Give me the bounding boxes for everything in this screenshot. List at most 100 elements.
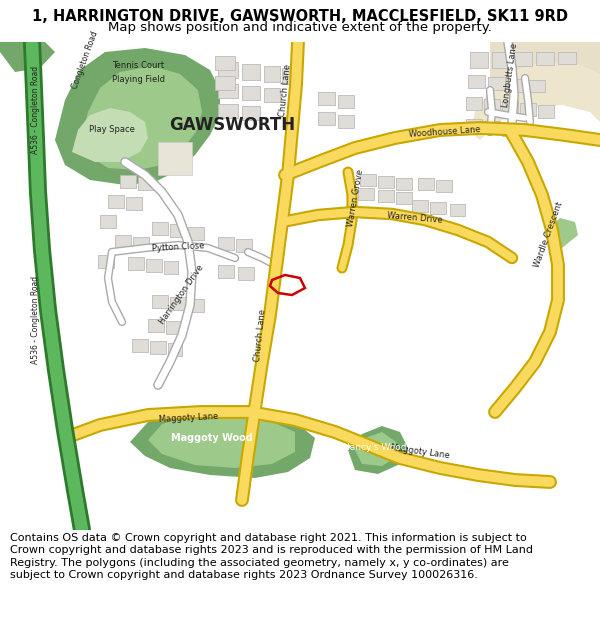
Polygon shape [150, 341, 166, 354]
Text: Play Space: Play Space [89, 126, 135, 134]
Text: Woodhouse Lane: Woodhouse Lane [409, 125, 481, 139]
Text: Nancy's Wood: Nancy's Wood [343, 444, 407, 452]
Polygon shape [468, 75, 485, 88]
Polygon shape [238, 267, 254, 280]
Text: Pytton Close: Pytton Close [151, 241, 205, 253]
Text: Warren Drive: Warren Drive [387, 211, 443, 225]
Polygon shape [128, 257, 144, 270]
Text: Maggoty Lane: Maggoty Lane [390, 443, 450, 461]
Polygon shape [215, 56, 235, 70]
Text: A536 - Congleton Road: A536 - Congleton Road [31, 276, 41, 364]
Polygon shape [170, 224, 186, 237]
Polygon shape [168, 343, 182, 356]
Polygon shape [108, 195, 124, 208]
Polygon shape [55, 48, 220, 185]
Text: Harrington Drive: Harrington Drive [158, 264, 206, 326]
Polygon shape [466, 97, 482, 110]
Polygon shape [218, 84, 238, 98]
Polygon shape [80, 66, 202, 170]
Polygon shape [514, 52, 532, 66]
Polygon shape [484, 121, 500, 134]
Text: Maggoty Wood: Maggoty Wood [171, 433, 253, 443]
Text: Church Lane: Church Lane [278, 63, 292, 117]
Polygon shape [264, 88, 280, 102]
Polygon shape [120, 175, 136, 188]
Polygon shape [536, 52, 554, 65]
Text: Playing Field: Playing Field [112, 76, 164, 84]
Polygon shape [412, 200, 428, 212]
Text: Contains OS data © Crown copyright and database right 2021. This information is : Contains OS data © Crown copyright and d… [10, 533, 533, 580]
Polygon shape [502, 101, 518, 114]
Polygon shape [218, 265, 234, 278]
Polygon shape [218, 104, 238, 118]
Polygon shape [158, 142, 192, 175]
Polygon shape [152, 295, 168, 308]
Polygon shape [466, 119, 482, 132]
Polygon shape [488, 77, 505, 90]
Polygon shape [146, 259, 162, 272]
Polygon shape [484, 99, 500, 112]
Text: Map shows position and indicative extent of the property.: Map shows position and indicative extent… [108, 21, 492, 34]
Polygon shape [348, 426, 408, 474]
Polygon shape [378, 176, 394, 188]
Polygon shape [170, 297, 186, 310]
Polygon shape [98, 255, 114, 268]
Polygon shape [0, 42, 55, 72]
Text: Tennis Court: Tennis Court [112, 61, 164, 69]
Polygon shape [164, 261, 178, 274]
Polygon shape [528, 80, 545, 92]
Text: A536 - Congleton Road: A536 - Congleton Road [31, 66, 41, 154]
Text: Church Lane: Church Lane [253, 308, 267, 362]
Polygon shape [188, 227, 204, 240]
Polygon shape [338, 115, 354, 128]
Polygon shape [242, 106, 260, 120]
Polygon shape [188, 299, 204, 312]
Polygon shape [430, 202, 446, 214]
Polygon shape [502, 123, 518, 136]
Text: Warren Grove: Warren Grove [347, 169, 365, 228]
Polygon shape [126, 197, 142, 210]
Polygon shape [115, 235, 131, 248]
Polygon shape [138, 177, 154, 190]
Polygon shape [470, 62, 600, 140]
Polygon shape [318, 112, 335, 125]
Polygon shape [558, 52, 576, 64]
Polygon shape [215, 76, 235, 90]
Polygon shape [396, 192, 412, 204]
Polygon shape [492, 52, 510, 68]
Polygon shape [218, 237, 234, 250]
Polygon shape [418, 178, 434, 190]
Polygon shape [545, 218, 578, 248]
Polygon shape [338, 95, 354, 108]
Polygon shape [132, 339, 148, 352]
Polygon shape [218, 62, 238, 78]
Text: GAWSWORTH: GAWSWORTH [169, 116, 295, 134]
Text: Congleton Road: Congleton Road [70, 30, 100, 90]
Polygon shape [100, 215, 116, 228]
Polygon shape [378, 190, 394, 202]
Polygon shape [152, 222, 168, 235]
Polygon shape [242, 86, 260, 100]
Text: Longbutts Lane: Longbutts Lane [501, 42, 519, 107]
Polygon shape [236, 239, 252, 252]
Polygon shape [360, 174, 376, 186]
Polygon shape [148, 414, 295, 468]
Polygon shape [436, 180, 452, 192]
Polygon shape [355, 432, 398, 466]
Polygon shape [318, 92, 335, 105]
Polygon shape [282, 68, 298, 84]
Polygon shape [358, 188, 374, 200]
Polygon shape [148, 319, 164, 332]
Polygon shape [72, 108, 148, 162]
Polygon shape [470, 52, 488, 68]
Polygon shape [130, 408, 315, 478]
Text: Wardle Crescent: Wardle Crescent [532, 201, 564, 269]
Text: Maggoty Lane: Maggoty Lane [158, 412, 218, 424]
Polygon shape [133, 237, 149, 250]
Polygon shape [242, 64, 260, 80]
Polygon shape [450, 204, 465, 216]
Text: 1, HARRINGTON DRIVE, GAWSWORTH, MACCLESFIELD, SK11 9RD: 1, HARRINGTON DRIVE, GAWSWORTH, MACCLESF… [32, 9, 568, 24]
Polygon shape [264, 66, 280, 82]
Polygon shape [490, 42, 600, 90]
Polygon shape [520, 103, 536, 116]
